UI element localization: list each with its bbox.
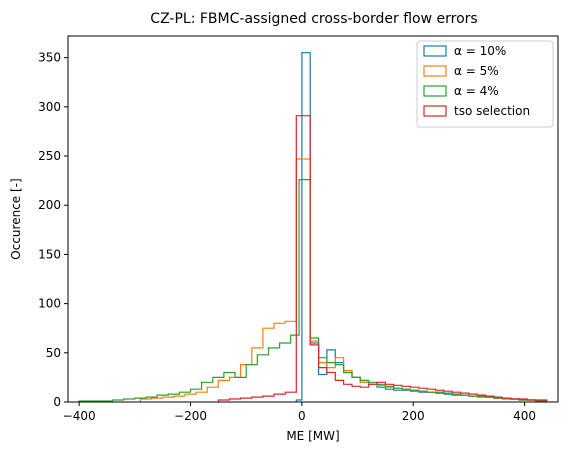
legend-label: α = 10% [454,44,506,58]
y-tick-label: 0 [53,395,61,409]
plot-frame [67,35,559,403]
y-tick-label: 350 [38,51,61,65]
x-axis: −400 −200 0 200 400 [63,402,536,423]
chart-title: CZ-PL: FBMC-assigned cross-border flow e… [150,11,477,27]
x-tick-label: 200 [402,409,425,423]
x-tick-label: 0 [298,409,306,423]
series-4-step-line [217,115,548,402]
legend-swatch [423,65,447,77]
legend-swatch [423,85,447,97]
y-axis: 0 50 100 150 200 250 300 350 [38,51,68,409]
legend-swatch [423,45,447,57]
series-layer [78,52,548,402]
legend-box [416,40,554,128]
y-axis-label: Occurence [-] [9,178,23,259]
y-tick-label: 150 [38,247,61,261]
y-tick-label: 300 [38,100,61,114]
x-tick-label: −400 [63,409,96,423]
y-tick-label: 100 [38,297,61,311]
x-tick-label: 400 [513,409,536,423]
x-tick-label: −200 [174,409,207,423]
y-tick-label: 200 [38,198,61,212]
legend-label: α = 5% [454,64,499,78]
legend-label: tso selection [454,104,530,118]
x-axis-label: ME [MW] [286,429,339,443]
y-tick-label: 50 [46,346,61,360]
legend-label: α = 4% [454,84,499,98]
legend-swatch [423,105,447,117]
series-3-step-line [78,179,548,402]
y-tick-label: 250 [38,149,61,163]
legend: α = 10% α = 5% α = 4% tso selection [416,40,554,128]
